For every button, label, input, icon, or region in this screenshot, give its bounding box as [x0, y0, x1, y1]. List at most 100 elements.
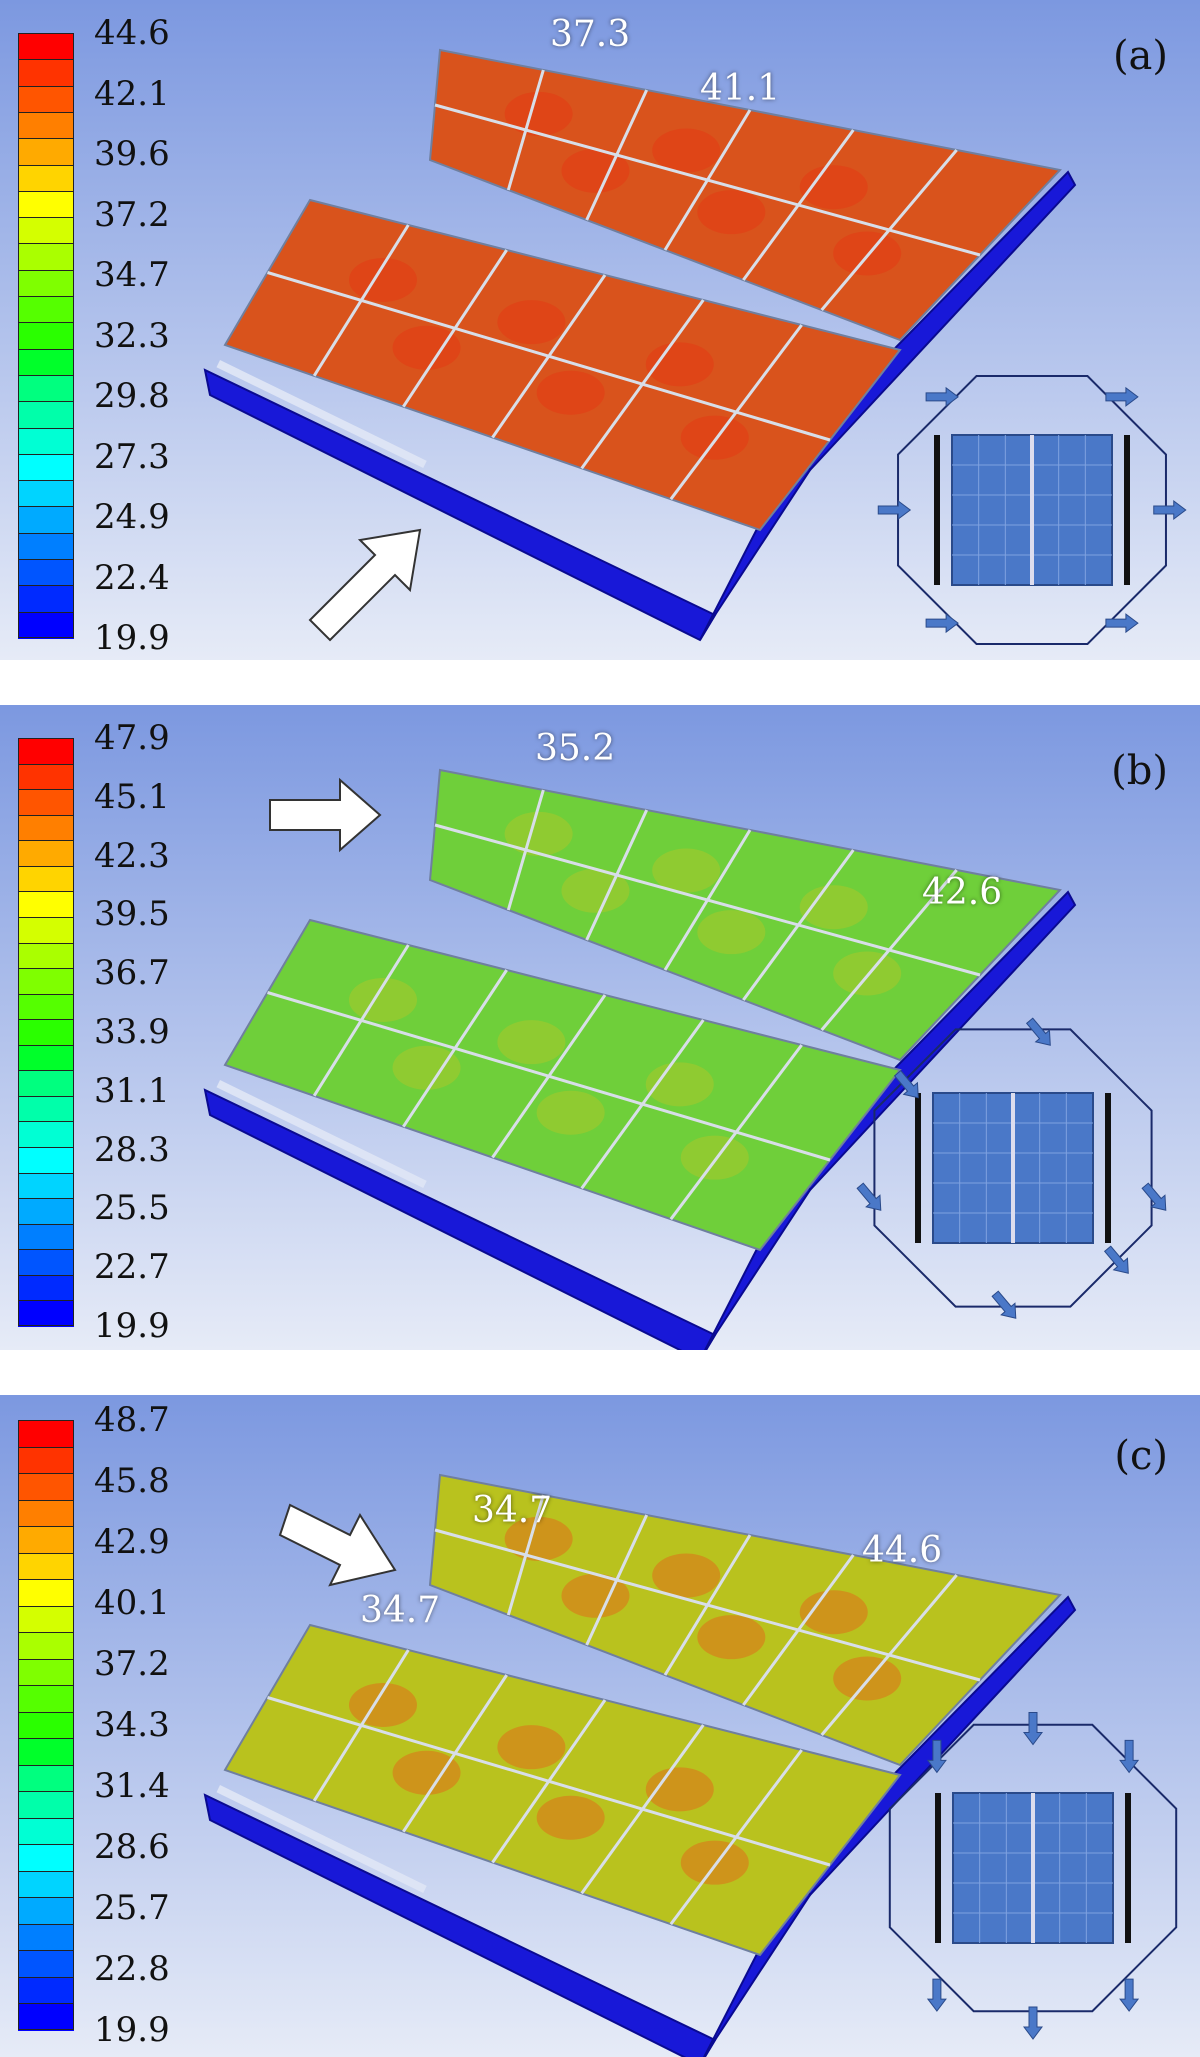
legend-swatch [18, 916, 74, 944]
legend-swatch [18, 111, 74, 140]
direction-arrow-icon [1023, 1712, 1043, 1746]
legend-swatch [18, 1198, 74, 1225]
legend-tick-label: 39.6 [94, 134, 170, 174]
panel-label: (c) [1114, 1433, 1168, 1479]
legend-tick-label: 36.7 [94, 953, 170, 994]
direction-arrow-icon [1105, 386, 1139, 407]
wind-arrow [308, 528, 422, 642]
legend-swatch [18, 942, 74, 970]
legend-swatch [18, 763, 74, 791]
legend-swatch [18, 532, 74, 561]
solar-array-upper [428, 1473, 1062, 1767]
legend-swatch [18, 585, 74, 613]
legend-swatch [18, 1095, 74, 1123]
legend-swatch [18, 1950, 74, 1978]
direction-arrow-icon [1119, 1739, 1140, 1774]
legend-tick-label: 42.3 [94, 835, 170, 876]
panel-c: 48.7 45.8 42.9 40.1 37.2 34.3 31.4 28.6 25.7 22.8… [0, 1395, 1200, 2057]
legend-swatch [18, 840, 74, 867]
legend-tick-label: 42.9 [94, 1522, 170, 1562]
legend-swatch [18, 611, 74, 639]
legend-swatch [18, 1632, 74, 1660]
wind-direction-diagram [877, 375, 1187, 645]
direction-arrow-icon [1103, 1245, 1129, 1274]
direction-arrow-icon [1105, 613, 1139, 634]
legend-swatch [18, 1976, 74, 2005]
legend-tick-label: 34.3 [94, 1705, 170, 1745]
thermal-scene [0, 1395, 1200, 2057]
legend-tick-label: 44.6 [94, 13, 170, 53]
legend-swatch [18, 1844, 74, 1872]
legend-swatch [18, 374, 74, 403]
legend-tick-label: 37.2 [94, 1644, 170, 1684]
legend-swatch [18, 138, 74, 166]
legend-swatch [18, 789, 74, 816]
legend-tick-label: 42.1 [94, 73, 170, 114]
legend-tick-label: 22.8 [94, 1949, 170, 1989]
legend-swatch [18, 738, 74, 765]
direction-arrow-icon [1141, 1182, 1167, 1211]
legend-swatch [18, 1552, 74, 1581]
direction-arrow-icon [856, 1182, 882, 1211]
legend-swatch [18, 1923, 74, 1952]
legend-swatch [18, 1473, 74, 1501]
temperature-annotation: 44.6 [862, 1530, 943, 1571]
temperature-annotation: 42.6 [922, 872, 1003, 913]
legend-swatch [18, 1897, 74, 1925]
legend-swatch [18, 1605, 74, 1634]
legend-swatch [18, 1764, 74, 1793]
direction-arrow-icon [925, 386, 959, 407]
legend-swatch [18, 85, 74, 113]
legend-swatch [18, 1147, 74, 1174]
legend-tick-label: 19.9 [94, 2010, 170, 2050]
temperature-annotation: 34.7 [472, 1490, 553, 1531]
legend-tick-label: 31.4 [94, 1766, 170, 1806]
legend-tick-label: 22.7 [94, 1247, 170, 1288]
legend-swatch [18, 1019, 74, 1046]
legend-border [18, 738, 74, 1326]
legend-swatch [18, 891, 74, 918]
legend-swatch [18, 1172, 74, 1200]
solar-array-upper [428, 48, 1062, 342]
direction-arrow-icon [926, 1978, 947, 2012]
legend-swatch [18, 1658, 74, 1687]
legend-swatch [18, 1817, 74, 1846]
legend-tick-label: 48.7 [94, 1400, 170, 1440]
legend-tick-label: 25.5 [94, 1188, 170, 1229]
legend-tick-label: 19.9 [94, 1306, 170, 1346]
solar-array-lower [223, 1623, 902, 1957]
legend-swatch [18, 164, 74, 192]
legend-swatch [18, 968, 74, 995]
direction-arrow-icon [991, 1290, 1017, 1319]
legend-tick-label: 47.9 [94, 718, 170, 758]
legend-swatch [18, 348, 74, 376]
wind-direction-diagram [856, 1017, 1167, 1319]
legend-swatch [18, 453, 74, 482]
legend-tick-label: 28.3 [94, 1129, 170, 1170]
legend-swatch [18, 1579, 74, 1607]
temperature-annotation: 35.2 [535, 728, 616, 769]
legend-swatch [18, 1526, 74, 1554]
legend-tick-label: 33.9 [94, 1012, 170, 1052]
legend-swatch [18, 269, 74, 298]
direction-arrow-icon [1119, 1978, 1140, 2012]
legend-swatch [18, 1223, 74, 1251]
panel-b: 47.9 45.1 42.3 39.5 36.7 33.9 31.1 28.3 25.5 22.7… [0, 705, 1200, 1350]
legend-swatch [18, 1711, 74, 1740]
legend-swatch [18, 1446, 74, 1475]
thermal-scene [0, 705, 1200, 1350]
legend-tick-label: 31.1 [94, 1070, 170, 1111]
wind-direction-diagram [888, 1712, 1178, 2040]
legend-swatch [18, 1791, 74, 1819]
legend-swatch [18, 59, 74, 87]
legend-tick-label: 28.6 [94, 1827, 170, 1867]
legend-swatch [18, 559, 74, 587]
temperature-annotation: 34.7 [360, 1590, 441, 1631]
legend-swatch [18, 865, 74, 893]
legend-swatch [18, 1249, 74, 1276]
legend-swatch [18, 296, 74, 324]
legend-swatch [18, 427, 74, 455]
legend-tick-label: 29.8 [94, 376, 170, 416]
wind-arrow [269, 777, 382, 853]
legend-swatch [18, 1070, 74, 1097]
